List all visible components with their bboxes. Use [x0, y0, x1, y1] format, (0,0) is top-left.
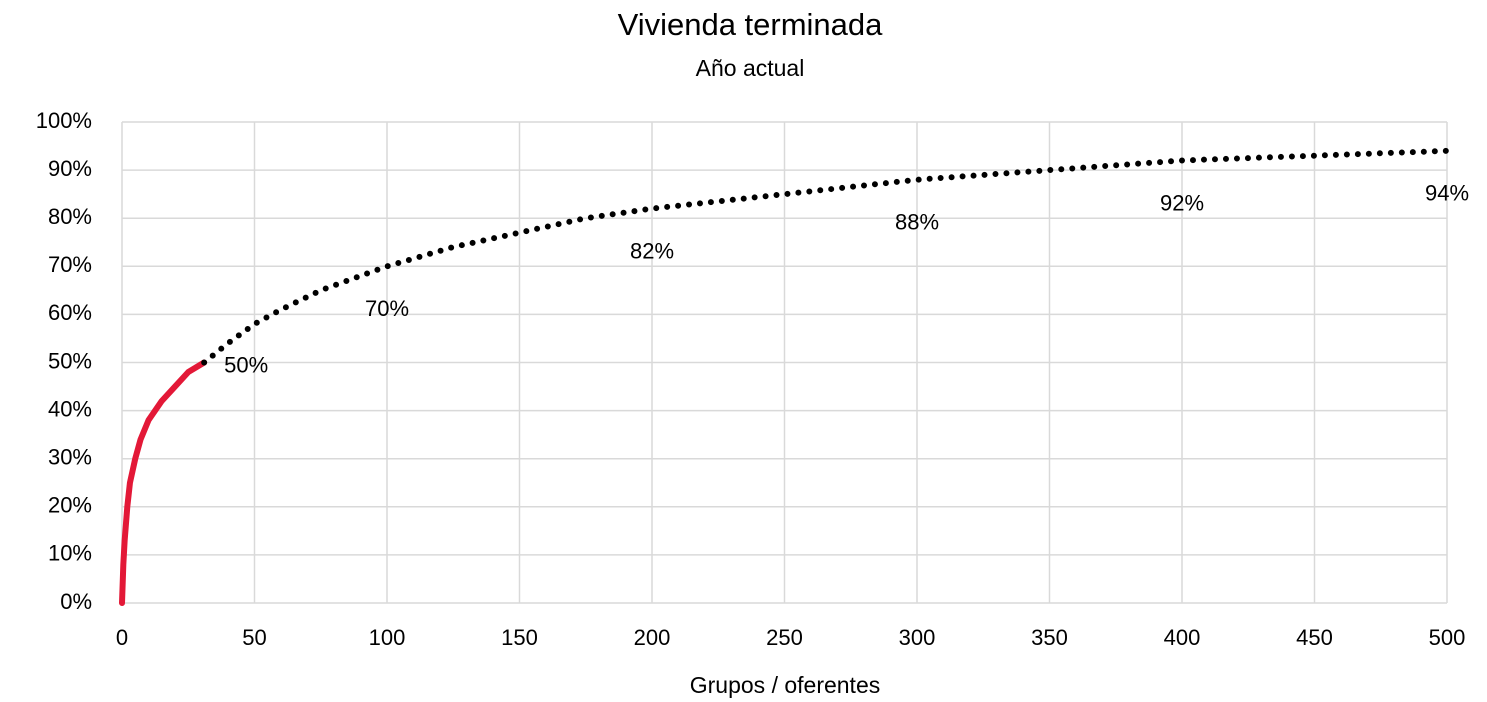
- x-tick-label: 0: [116, 625, 128, 650]
- x-tick-label: 100: [369, 625, 406, 650]
- y-tick-label: 10%: [48, 541, 92, 566]
- x-tick-label: 300: [899, 625, 936, 650]
- y-tick-label: 60%: [48, 300, 92, 325]
- y-tick-label: 100%: [36, 108, 92, 133]
- x-tick-label: 450: [1296, 625, 1333, 650]
- x-tick-label: 250: [766, 625, 803, 650]
- y-tick-label: 90%: [48, 156, 92, 181]
- y-tick-label: 30%: [48, 445, 92, 470]
- data-label: 88%: [895, 210, 939, 235]
- data-label: 82%: [630, 238, 674, 263]
- data-label: 50%: [224, 352, 268, 377]
- x-tick-label: 500: [1429, 625, 1466, 650]
- y-tick-label: 80%: [48, 204, 92, 229]
- x-axis-label: Grupos / oferentes: [690, 672, 881, 698]
- data-label: 94%: [1425, 181, 1469, 206]
- x-tick-label: 150: [501, 625, 538, 650]
- line-series: [119, 359, 208, 606]
- chart-title: Vivienda terminada: [618, 7, 884, 42]
- x-tick-label: 350: [1031, 625, 1068, 650]
- data-label: 92%: [1160, 190, 1204, 215]
- y-tick-label: 0%: [60, 589, 92, 614]
- x-tick-label: 400: [1164, 625, 1201, 650]
- y-tick-label: 20%: [48, 493, 92, 518]
- y-tick-label: 40%: [48, 396, 92, 421]
- x-tick-label: 200: [634, 625, 671, 650]
- y-tick-label: 70%: [48, 252, 92, 277]
- line-series: [201, 147, 1450, 366]
- y-tick-label: 50%: [48, 348, 92, 373]
- chart-subtitle: Año actual: [696, 55, 805, 81]
- data-label: 70%: [365, 296, 409, 321]
- x-tick-label: 50: [242, 625, 266, 650]
